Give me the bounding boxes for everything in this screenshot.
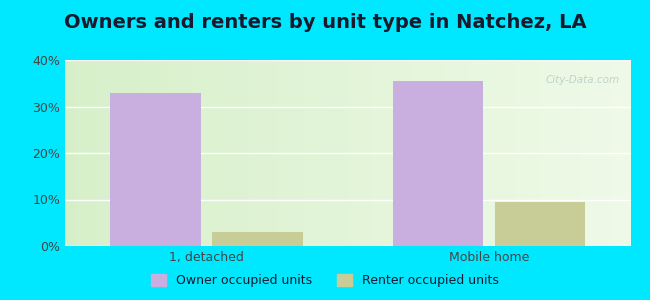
Bar — [495, 202, 585, 246]
Bar — [393, 81, 484, 246]
Legend: Owner occupied units, Renter occupied units: Owner occupied units, Renter occupied un… — [146, 268, 504, 292]
Bar — [111, 92, 201, 246]
Text: Owners and renters by unit type in Natchez, LA: Owners and renters by unit type in Natch… — [64, 14, 586, 32]
Bar — [212, 232, 302, 246]
Text: City-Data.com: City-Data.com — [545, 75, 619, 85]
